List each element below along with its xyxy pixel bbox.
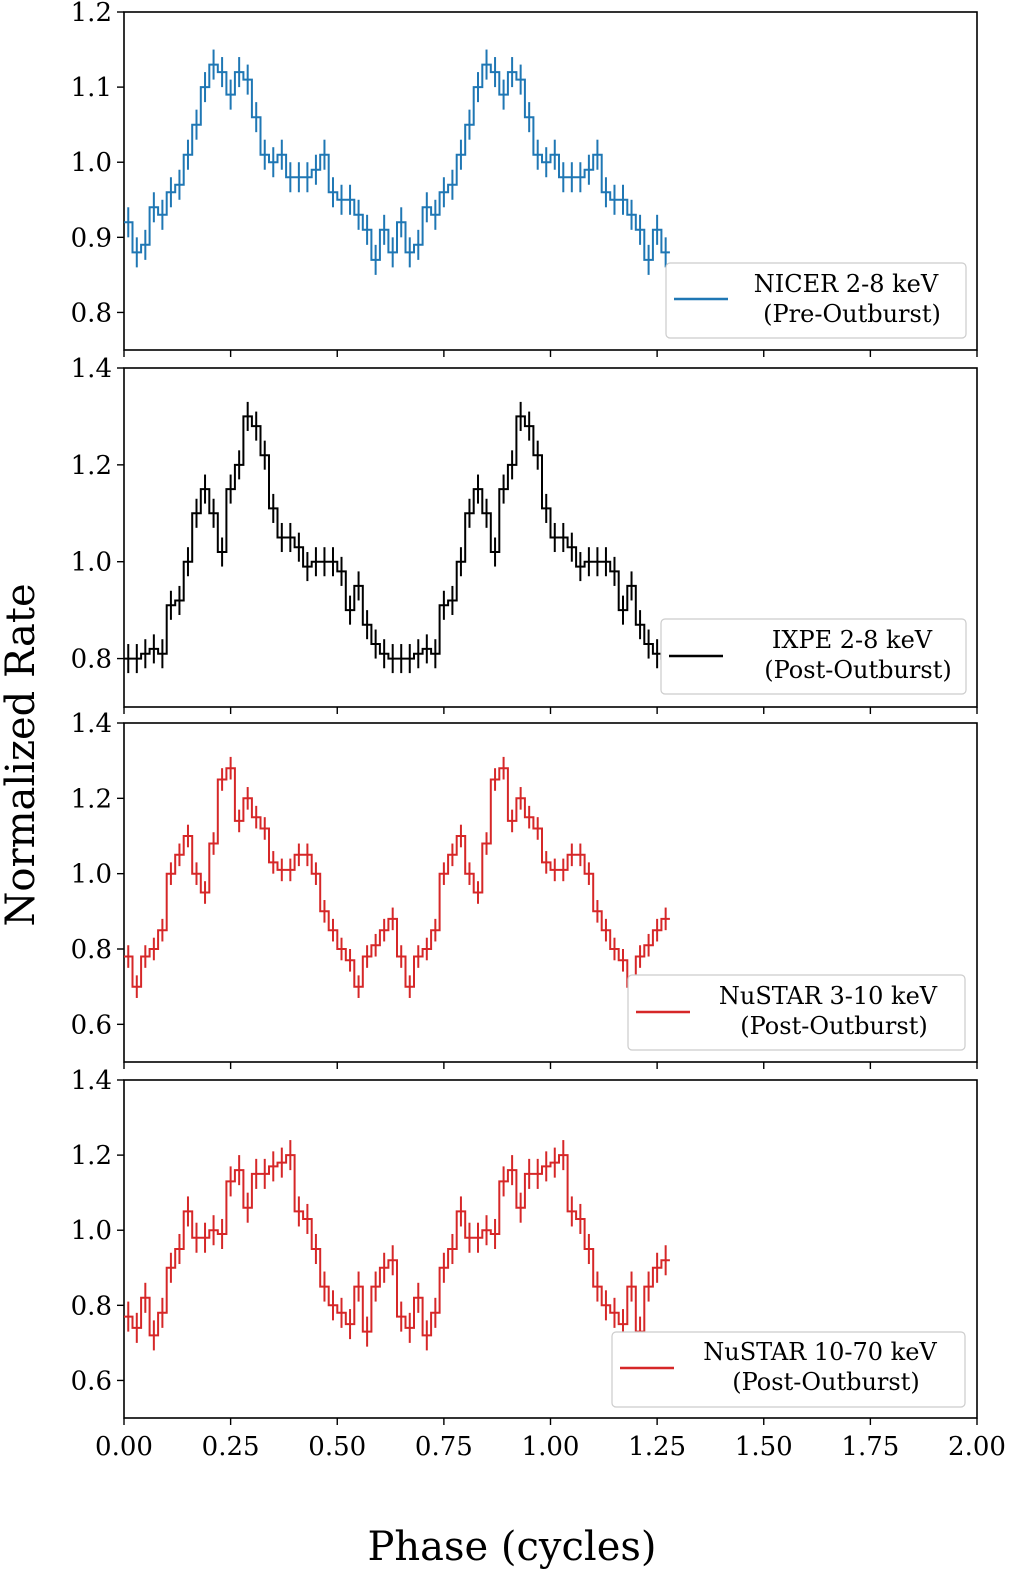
x-tick-label: 1.50: [735, 1432, 793, 1462]
legend: NICER 2-8 keV(Pre-Outburst): [665, 262, 967, 339]
series-step-line: [124, 415, 670, 660]
x-tick-label: 1.00: [522, 1432, 580, 1462]
legend-label: NuSTAR 3-10 keV: [719, 982, 938, 1010]
legend-box: [665, 262, 967, 339]
panel-1: 0.8 0.9 1.0 1.1 1.2 NICER 2-8 keV(Pre-Outburs…: [71, 0, 978, 357]
legend-label: NICER 2-8 keV: [754, 270, 939, 298]
y-tick-label: 0.9: [71, 223, 112, 253]
legend: IXPE 2-8 keV(Post-Outburst): [660, 618, 967, 695]
x-tick-label: 0.25: [202, 1432, 260, 1462]
y-tick-label: 1.2: [71, 1141, 112, 1171]
y-tick-label: 0.8: [71, 1291, 112, 1321]
y-tick-label: 1.0: [71, 548, 112, 578]
y-tick-label: 0.6: [71, 1366, 112, 1396]
legend-box: [627, 974, 966, 1051]
x-tick-label: 1.75: [841, 1432, 899, 1462]
y-tick-label: 0.8: [71, 298, 112, 328]
y-tick-label: 0.6: [71, 1010, 112, 1040]
panel-2: 0.8 1.0 1.2 1.4 IXPE 2-8 keV(Post-Outburst): [71, 354, 978, 714]
x-axis-title: Phase (cycles): [367, 1524, 656, 1570]
panels-group: 0.8 0.9 1.0 1.1 1.2 NICER 2-8 keV(Pre-Outburs…: [71, 0, 1006, 1462]
y-tick-label: 1.4: [71, 709, 112, 739]
legend-sublabel: (Post-Outburst): [740, 1012, 927, 1040]
x-tick-label: 0.75: [415, 1432, 473, 1462]
y-axis-title: Normalized Rate: [0, 583, 44, 926]
legend: NuSTAR 3-10 keV(Post-Outburst): [627, 974, 966, 1051]
x-tick-label: 1.25: [628, 1432, 686, 1462]
y-tick-label: 1.4: [71, 354, 112, 384]
y-tick-label: 1.0: [71, 1216, 112, 1246]
y-tick-label: 1.2: [71, 451, 112, 481]
x-tick-label: 0.50: [308, 1432, 366, 1462]
legend-box: [660, 618, 967, 695]
legend-label: NuSTAR 10-70 keV: [703, 1338, 937, 1366]
legend-sublabel: (Post-Outburst): [764, 656, 951, 684]
y-tick-label: 1.1: [71, 73, 112, 103]
y-tick-label: 1.4: [71, 1066, 112, 1096]
legend-box: [611, 1331, 966, 1408]
panel-4: 0.6 0.8 1.0 1.2 1.4 0.00 0.25 0.50 0.75 1.00 1.25 1…: [71, 1066, 1006, 1462]
y-tick-label: 1.0: [71, 148, 112, 178]
series-step-line: [124, 63, 670, 261]
legend-label: IXPE 2-8 keV: [772, 626, 933, 654]
x-tick-label: 0.00: [95, 1432, 153, 1462]
legend-sublabel: (Pre-Outburst): [763, 300, 941, 328]
panel-3: 0.6 0.8 1.0 1.2 1.4 NuSTAR 3-10 keV(Post-Outb…: [71, 709, 978, 1069]
legend-sublabel: (Post-Outburst): [732, 1368, 919, 1396]
y-tick-label: 0.8: [71, 645, 112, 675]
y-tick-label: 0.8: [71, 935, 112, 965]
y-tick-label: 1.2: [71, 784, 112, 814]
legend: NuSTAR 10-70 keV(Post-Outburst): [611, 1331, 966, 1408]
y-tick-label: 1.0: [71, 860, 112, 890]
y-tick-label: 1.2: [71, 0, 112, 28]
x-tick-label: 2.00: [948, 1432, 1006, 1462]
